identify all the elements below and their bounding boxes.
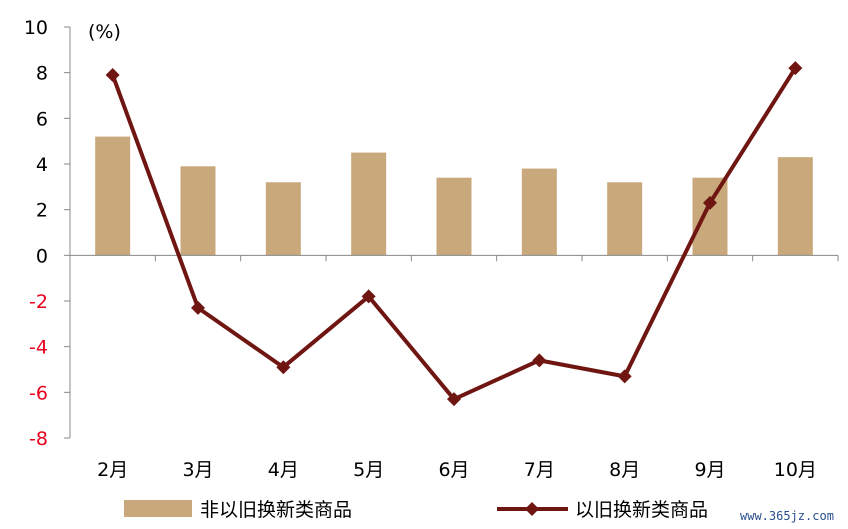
bar <box>436 177 472 256</box>
watermark: www.365jz.com <box>740 509 834 523</box>
y-tick-label: -4 <box>29 337 48 359</box>
y-tick-label: 4 <box>36 154 48 176</box>
x-tick-label: 2月 <box>97 459 128 481</box>
legend-swatch-marker <box>525 502 539 516</box>
legend: 非以旧换新类商品 以旧换新类商品 <box>124 499 708 521</box>
y-tick-label: 0 <box>36 245 48 267</box>
x-axis-ticks: 2月 3月 4月 5月 6月 7月 8月 9月 10月 <box>69 255 839 481</box>
line-series-tradein <box>105 61 803 407</box>
y-axis-ticks: -8 -6 -4 -2 0 2 4 6 8 10 <box>24 17 70 450</box>
x-tick-label: 8月 <box>609 459 640 481</box>
y-tick-label: -6 <box>29 382 48 404</box>
y-tick-label: 2 <box>36 200 48 222</box>
y-unit-label: (%) <box>88 21 121 43</box>
y-tick-label: -8 <box>29 428 48 450</box>
bar <box>777 157 813 256</box>
x-tick-label: 3月 <box>182 459 213 481</box>
line-point <box>276 360 291 375</box>
bar <box>607 182 643 256</box>
line-point <box>105 67 120 82</box>
y-tick-label: 8 <box>36 63 48 85</box>
x-tick-label: 10月 <box>774 459 817 481</box>
x-tick-label: 4月 <box>268 459 299 481</box>
line-point <box>617 369 632 384</box>
x-tick-label: 9月 <box>694 459 725 481</box>
line-point <box>191 300 205 315</box>
bar <box>265 182 301 256</box>
bar <box>180 166 216 256</box>
x-tick-label: 5月 <box>353 459 384 481</box>
y-tick-label: -2 <box>29 291 48 313</box>
line-point <box>361 289 376 304</box>
line-point <box>788 61 803 76</box>
y-tick-label: 6 <box>36 108 48 130</box>
x-tick-label: 6月 <box>438 459 469 481</box>
y-tick-label: 10 <box>24 17 48 39</box>
line-point <box>532 353 547 368</box>
bar-series-non-tradein <box>95 136 813 256</box>
bar <box>351 152 387 256</box>
bar <box>521 168 557 256</box>
bar <box>692 177 728 256</box>
legend-label-line: 以旧换新类商品 <box>575 499 708 521</box>
line-point <box>447 392 461 407</box>
line-point <box>703 195 717 210</box>
legend-label-bar: 非以旧换新类商品 <box>200 499 352 521</box>
legend-swatch-bar <box>124 500 192 517</box>
x-tick-label: 7月 <box>524 459 555 481</box>
bar <box>95 136 131 256</box>
